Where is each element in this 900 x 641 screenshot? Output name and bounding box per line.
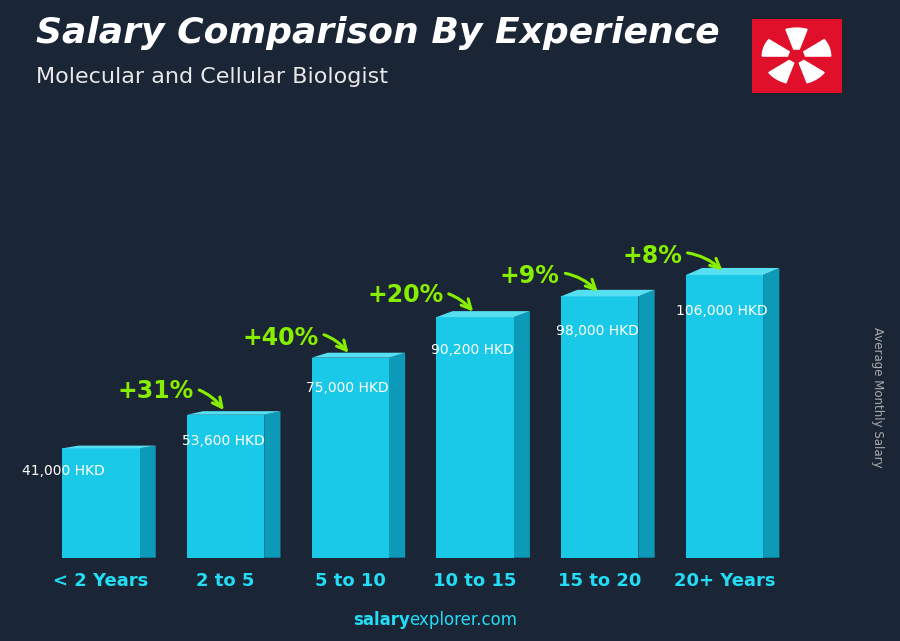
Text: +8%: +8%	[622, 244, 720, 269]
Text: +20%: +20%	[367, 283, 471, 309]
Polygon shape	[62, 448, 140, 558]
Text: +31%: +31%	[118, 379, 221, 408]
Polygon shape	[786, 28, 807, 49]
Polygon shape	[187, 415, 265, 558]
Text: 75,000 HKD: 75,000 HKD	[307, 381, 389, 395]
Circle shape	[790, 51, 803, 62]
Text: 90,200 HKD: 90,200 HKD	[431, 344, 514, 357]
Text: 53,600 HKD: 53,600 HKD	[182, 434, 265, 448]
Polygon shape	[769, 60, 794, 83]
Polygon shape	[686, 275, 763, 558]
Polygon shape	[804, 40, 831, 56]
Polygon shape	[311, 353, 405, 358]
Text: +40%: +40%	[242, 326, 346, 350]
Polygon shape	[389, 353, 405, 558]
Polygon shape	[514, 311, 530, 558]
Polygon shape	[140, 445, 156, 558]
Polygon shape	[638, 290, 654, 558]
Polygon shape	[436, 311, 530, 317]
Polygon shape	[62, 445, 156, 448]
Polygon shape	[436, 317, 514, 558]
Text: +9%: +9%	[500, 264, 596, 289]
Text: explorer.com: explorer.com	[410, 612, 518, 629]
Polygon shape	[187, 411, 281, 415]
Polygon shape	[265, 411, 281, 558]
Text: 41,000 HKD: 41,000 HKD	[22, 464, 104, 478]
Polygon shape	[561, 296, 638, 558]
Text: 106,000 HKD: 106,000 HKD	[676, 304, 768, 318]
Polygon shape	[799, 60, 824, 83]
Text: 98,000 HKD: 98,000 HKD	[556, 324, 639, 338]
Polygon shape	[311, 358, 389, 558]
Text: salary: salary	[353, 612, 410, 629]
Polygon shape	[561, 290, 654, 296]
Text: Salary Comparison By Experience: Salary Comparison By Experience	[36, 16, 720, 50]
Text: Average Monthly Salary: Average Monthly Salary	[871, 327, 884, 468]
Polygon shape	[686, 268, 779, 275]
Text: Molecular and Cellular Biologist: Molecular and Cellular Biologist	[36, 67, 388, 87]
Polygon shape	[763, 268, 779, 558]
Polygon shape	[762, 40, 789, 56]
